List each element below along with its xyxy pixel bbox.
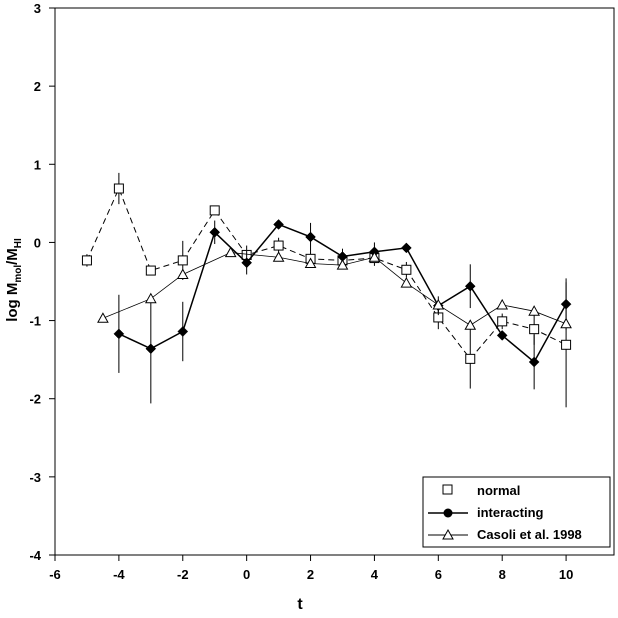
data-point-casoli	[336, 259, 349, 270]
data-point-interacting	[177, 326, 189, 337]
x-tick-label: -4	[113, 567, 125, 582]
series-line	[118, 223, 567, 364]
data-point-normal	[529, 324, 540, 335]
data-point-casoli	[400, 277, 413, 288]
data-point-normal	[465, 353, 476, 364]
data-point-interacting	[113, 328, 125, 340]
data-point-interacting	[464, 280, 476, 292]
legend-item-normal: normal	[442, 483, 520, 498]
x-tick-label: -2	[177, 567, 189, 582]
data-point-interacting	[560, 298, 572, 310]
data-point-casoli	[368, 251, 381, 262]
data-point-casoli	[176, 268, 189, 279]
y-axis-label: log Mmol/MHI	[4, 238, 24, 322]
data-point-interacting	[241, 257, 253, 269]
y-tick-label: -1	[29, 314, 41, 329]
x-tick-label: 8	[499, 567, 506, 582]
data-point-interacting	[209, 226, 221, 238]
data-point-casoli	[97, 312, 109, 323]
series-line	[102, 252, 567, 326]
y-tick-label: 3	[34, 1, 41, 16]
y-tick-label: -4	[29, 548, 41, 563]
data-point-normal	[273, 240, 284, 251]
data-point-normal	[177, 255, 188, 266]
legend-marker-square-icon	[442, 484, 453, 495]
x-tick-label: 2	[307, 567, 314, 582]
legend: normal interacting Casoli et al. 1998	[422, 476, 611, 548]
y-tick-label: 0	[34, 235, 41, 250]
legend-label-normal: normal	[477, 483, 520, 498]
legend-label-casoli: Casoli et al. 1998	[477, 527, 582, 542]
data-point-casoli	[272, 251, 285, 262]
legend-box	[422, 476, 611, 548]
data-point-casoli	[432, 298, 445, 310]
y-axis-label-sub2: HI	[13, 238, 24, 248]
y-tick-label: 2	[34, 79, 41, 94]
data-point-normal	[209, 205, 220, 216]
data-point-interacting	[145, 343, 157, 355]
y-tick-label: -3	[29, 470, 41, 485]
data-point-interacting	[401, 242, 412, 254]
x-tick-label: -6	[49, 567, 61, 582]
x-axis-label: t	[297, 596, 303, 613]
series-layer	[81, 172, 572, 408]
x-tick-label: 4	[371, 567, 379, 582]
legend-marker-triangle-icon	[442, 528, 454, 540]
data-point-casoli	[224, 246, 237, 258]
x-tick-label: 10	[559, 567, 573, 582]
data-point-normal	[113, 183, 124, 194]
series-normal	[81, 172, 572, 408]
data-point-normal	[561, 339, 572, 350]
y-tick-label: -2	[29, 392, 41, 407]
data-point-normal	[81, 255, 92, 266]
y-axis-label-mid: /M	[4, 248, 21, 265]
y-tick-label: 1	[34, 157, 41, 172]
x-tick-label: 6	[435, 567, 442, 582]
plot-frame	[54, 7, 615, 556]
data-point-casoli	[496, 298, 509, 310]
data-point-casoli	[304, 257, 317, 269]
series-line	[86, 187, 567, 360]
y-axis-label-main: log M	[4, 283, 21, 322]
data-point-casoli	[560, 317, 572, 329]
data-point-casoli	[144, 292, 157, 304]
data-point-normal	[145, 265, 156, 276]
data-point-casoli	[528, 305, 540, 316]
data-point-interacting	[496, 330, 508, 341]
x-tick-label: 0	[243, 567, 250, 582]
data-point-normal	[401, 264, 412, 275]
legend-marker-filled-icon	[443, 508, 453, 518]
legend-item-interacting: interacting	[428, 505, 544, 520]
data-point-interacting	[273, 219, 284, 230]
series-casoli-et-al-1998	[97, 246, 572, 330]
legend-item-casoli: Casoli et al. 1998	[428, 527, 582, 542]
data-point-casoli	[464, 319, 477, 330]
data-point-interacting	[305, 231, 316, 243]
data-point-interacting	[528, 356, 540, 368]
legend-label-interacting: interacting	[477, 505, 544, 520]
data-point-normal	[497, 316, 508, 327]
y-axis-label-sub1: mol	[13, 265, 24, 283]
